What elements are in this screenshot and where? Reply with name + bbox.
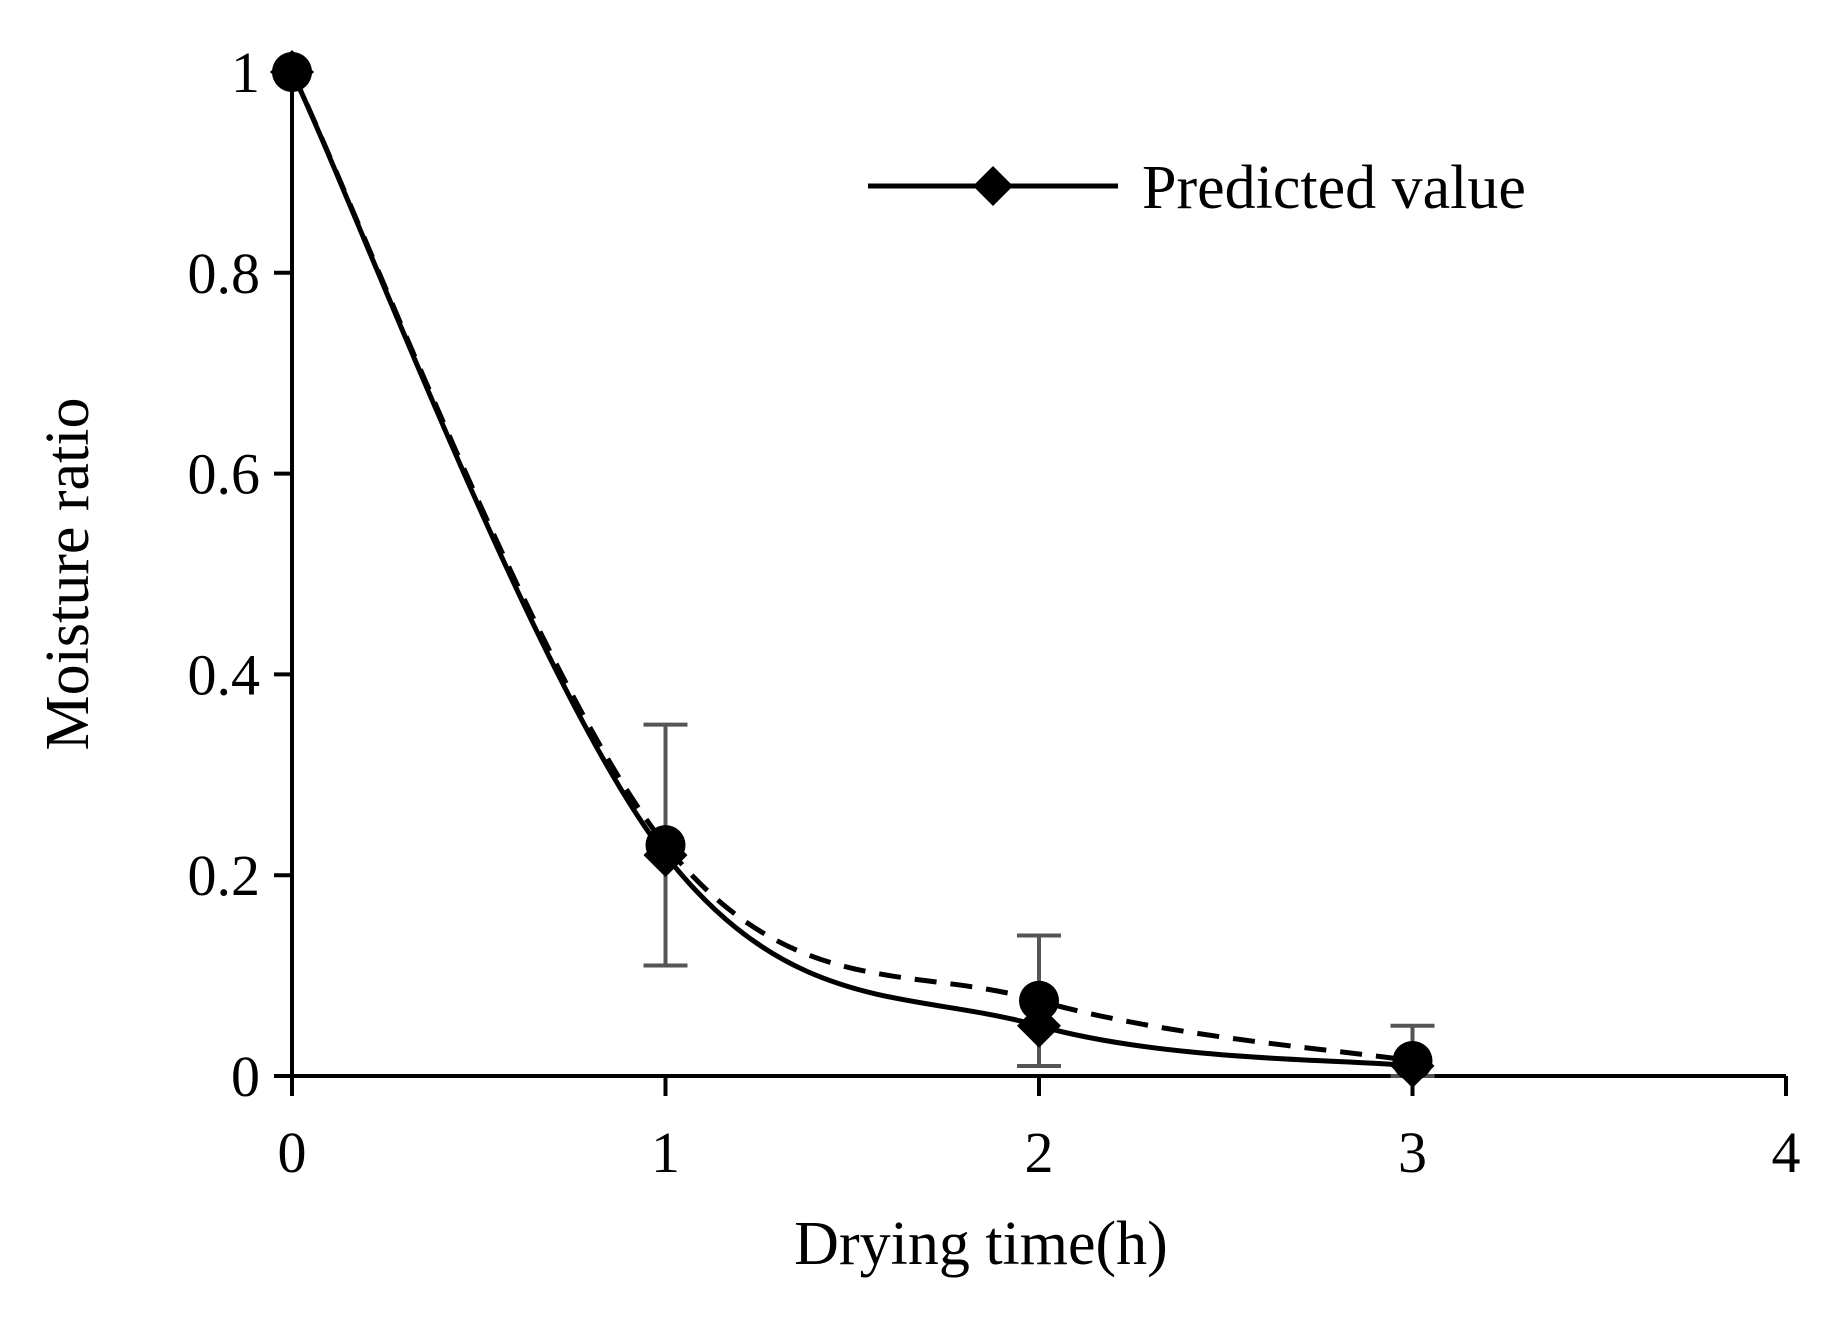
y-axis-title: Moisture ratio xyxy=(34,398,102,751)
axes xyxy=(274,70,1786,1096)
series-1-point-1 xyxy=(645,825,686,866)
x-tick-label-2: 2 xyxy=(1025,1120,1054,1185)
x-tick-label-0: 0 xyxy=(278,1120,307,1185)
ticks: 0 1 2 3 4 0 0.2 0.4 0.6 0.8 1 xyxy=(188,40,1801,1185)
y-tick-label-1: 1 xyxy=(231,40,260,105)
x-tick-label-1: 1 xyxy=(651,1120,680,1185)
legend-diamond-marker xyxy=(973,166,1013,206)
x-tick-label-4: 4 xyxy=(1772,1120,1801,1185)
series-1-point-2 xyxy=(1019,980,1059,1021)
series-line-1 xyxy=(289,70,1413,1064)
x-axis-title: Drying time(h) xyxy=(794,1210,1168,1278)
series-0-point-2 xyxy=(1017,1003,1061,1048)
y-tick-label-0.2: 0.2 xyxy=(188,843,261,908)
y-tick-label-0.4: 0.4 xyxy=(188,642,261,707)
x-tick-label-3: 3 xyxy=(1398,1120,1427,1185)
y-tick-label-0: 0 xyxy=(231,1044,260,1109)
y-tick-label-0.6: 0.6 xyxy=(188,442,261,507)
legend: Predicted value xyxy=(868,154,1526,222)
series-1-point-3 xyxy=(1392,1040,1433,1081)
series-layer xyxy=(270,50,1435,1088)
y-tick-label-0.8: 0.8 xyxy=(188,241,261,306)
series-1-point-0 xyxy=(272,52,312,92)
series-line-0 xyxy=(289,70,1413,1069)
legend-label: Predicted value xyxy=(1142,154,1526,222)
